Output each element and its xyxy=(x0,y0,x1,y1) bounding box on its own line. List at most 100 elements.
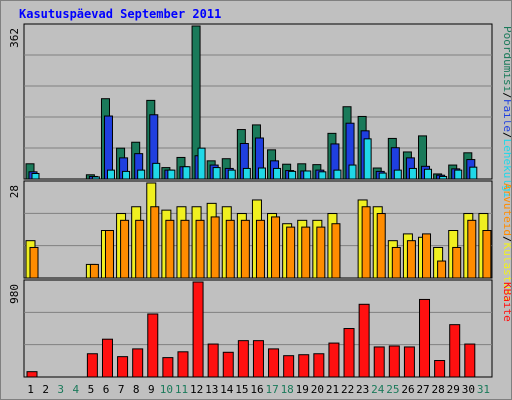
pages-bar-day-28 xyxy=(439,175,448,180)
sites-bar-day-13 xyxy=(210,216,220,279)
kbytes-bar-day-18 xyxy=(283,355,295,378)
sites-bar-day-27 xyxy=(422,233,432,279)
pages-bar-day-24 xyxy=(378,172,387,180)
sites-bar-day-14 xyxy=(225,219,235,279)
x-tick-label-day-20: 20 xyxy=(311,383,324,396)
x-tick-label-day-14: 14 xyxy=(220,383,234,396)
x-tick-label-day-27: 27 xyxy=(416,383,429,396)
pages-bar-day-23 xyxy=(363,138,372,180)
kbytes-bar-day-6 xyxy=(101,338,113,378)
sites-bar-day-25 xyxy=(391,246,401,279)
kbytes-bar-day-22 xyxy=(343,328,355,378)
x-tick-label-day-23: 23 xyxy=(356,383,369,396)
sites-bar-day-18 xyxy=(286,226,296,279)
pages-bar-day-13 xyxy=(212,167,221,180)
kbytes-bar-day-5 xyxy=(86,353,98,378)
sites-bar-day-31 xyxy=(482,230,492,279)
x-tick-label-day-26: 26 xyxy=(401,383,414,396)
kbytes-bar-day-19 xyxy=(298,354,310,378)
kbytes-bar-day-21 xyxy=(328,342,340,378)
kbytes-bar-day-26 xyxy=(403,346,415,378)
pages-bar-day-21 xyxy=(333,169,342,180)
kbytes-bar-day-13 xyxy=(207,343,219,378)
sites-bar-day-30 xyxy=(467,219,477,279)
panel-3-legend-label: KBaite xyxy=(501,282,511,322)
kbytes-bar-day-24 xyxy=(373,346,385,378)
pages-bar-day-5 xyxy=(91,176,100,180)
legend-label-part: / xyxy=(501,132,511,139)
pages-bar-day-11 xyxy=(182,166,191,180)
sites-bar-day-15 xyxy=(240,219,250,279)
files-bar-day-6 xyxy=(103,115,113,180)
sites-bar-day-12 xyxy=(195,219,205,279)
pages-bar-day-20 xyxy=(318,171,327,180)
x-tick-label-day-31: 31 xyxy=(477,383,490,396)
panel-2-legend-label: Arvuteid/Külastusi xyxy=(501,183,511,302)
x-tick-label-day-25: 25 xyxy=(386,383,399,396)
panel-1-legend-label: Pöördumisi/Faile/Lehekülgi xyxy=(501,26,511,198)
pages-bar-day-12 xyxy=(197,147,206,180)
kbytes-bar-day-28 xyxy=(434,360,446,378)
x-tick-label-day-12: 12 xyxy=(190,383,203,396)
chart-title: Kasutuspäevad September 2011 xyxy=(19,7,222,21)
legend-label-part: Pöördumisi xyxy=(501,26,511,92)
kbytes-bar-day-25 xyxy=(388,345,400,378)
pages-bar-day-25 xyxy=(393,169,402,180)
x-tick-label-day-29: 29 xyxy=(447,383,460,396)
pages-bar-day-22 xyxy=(348,164,357,180)
kbytes-bar-day-27 xyxy=(419,298,431,378)
pages-bar-day-19 xyxy=(303,170,312,180)
kbytes-bar-day-20 xyxy=(313,353,325,378)
kbytes-bar-day-16 xyxy=(252,340,264,378)
legend-label-part: / xyxy=(501,92,511,99)
sites-bar-day-1 xyxy=(29,246,39,279)
sites-bar-day-9 xyxy=(150,206,160,279)
legend-label-part: Külastusi xyxy=(501,243,511,303)
legend-label-part: Arvuteid xyxy=(501,183,511,236)
x-tick-label-day-9: 9 xyxy=(148,383,155,396)
x-tick-label-day-21: 21 xyxy=(326,383,339,396)
sites-bar-day-16 xyxy=(255,219,265,279)
panel-2-ymax-label: 28 xyxy=(8,185,21,198)
x-tick-label-day-18: 18 xyxy=(281,383,294,396)
kbytes-bar-day-15 xyxy=(237,340,249,378)
kbytes-bar-day-11 xyxy=(177,351,189,378)
kbytes-bar-day-10 xyxy=(162,357,174,378)
kbytes-bar-day-30 xyxy=(464,343,476,378)
kbytes-bar-day-14 xyxy=(222,351,234,378)
kbytes-bar-day-7 xyxy=(117,356,129,378)
sites-bar-day-7 xyxy=(120,219,130,279)
sites-bar-day-10 xyxy=(165,219,175,279)
x-tick-label-day-7: 7 xyxy=(118,383,125,396)
pages-bar-day-8 xyxy=(137,169,146,180)
x-tick-label-day-30: 30 xyxy=(462,383,475,396)
sites-bar-day-29 xyxy=(452,246,462,279)
kbytes-bar-day-1 xyxy=(26,371,38,378)
sites-bar-day-19 xyxy=(301,226,311,279)
sites-bar-day-23 xyxy=(361,206,371,279)
x-tick-label-day-19: 19 xyxy=(296,383,309,396)
sites-bar-day-5 xyxy=(89,263,99,279)
pages-bar-day-9 xyxy=(152,162,161,180)
sites-bar-day-28 xyxy=(437,260,447,279)
x-tick-label-day-22: 22 xyxy=(341,383,354,396)
x-tick-label-day-16: 16 xyxy=(250,383,263,396)
panel-3-ymax-label: 980 xyxy=(8,284,21,304)
x-tick-label-day-8: 8 xyxy=(133,383,140,396)
kbytes-bar-day-17 xyxy=(268,348,280,378)
pages-bar-day-16 xyxy=(257,167,266,180)
legend-label-part: KBaite xyxy=(501,282,511,322)
legend-label-part: / xyxy=(501,236,511,243)
kbytes-bar-day-23 xyxy=(358,303,370,378)
x-tick-label-day-4: 4 xyxy=(73,383,80,396)
kbytes-bar-day-9 xyxy=(147,313,159,378)
sites-bar-day-11 xyxy=(180,219,190,279)
pages-bar-day-15 xyxy=(242,167,251,180)
x-tick-label-day-13: 13 xyxy=(205,383,218,396)
kbytes-bar-day-29 xyxy=(449,324,461,378)
pages-bar-day-17 xyxy=(273,167,282,180)
pages-bar-day-6 xyxy=(106,169,115,180)
pages-bar-day-10 xyxy=(167,169,176,180)
